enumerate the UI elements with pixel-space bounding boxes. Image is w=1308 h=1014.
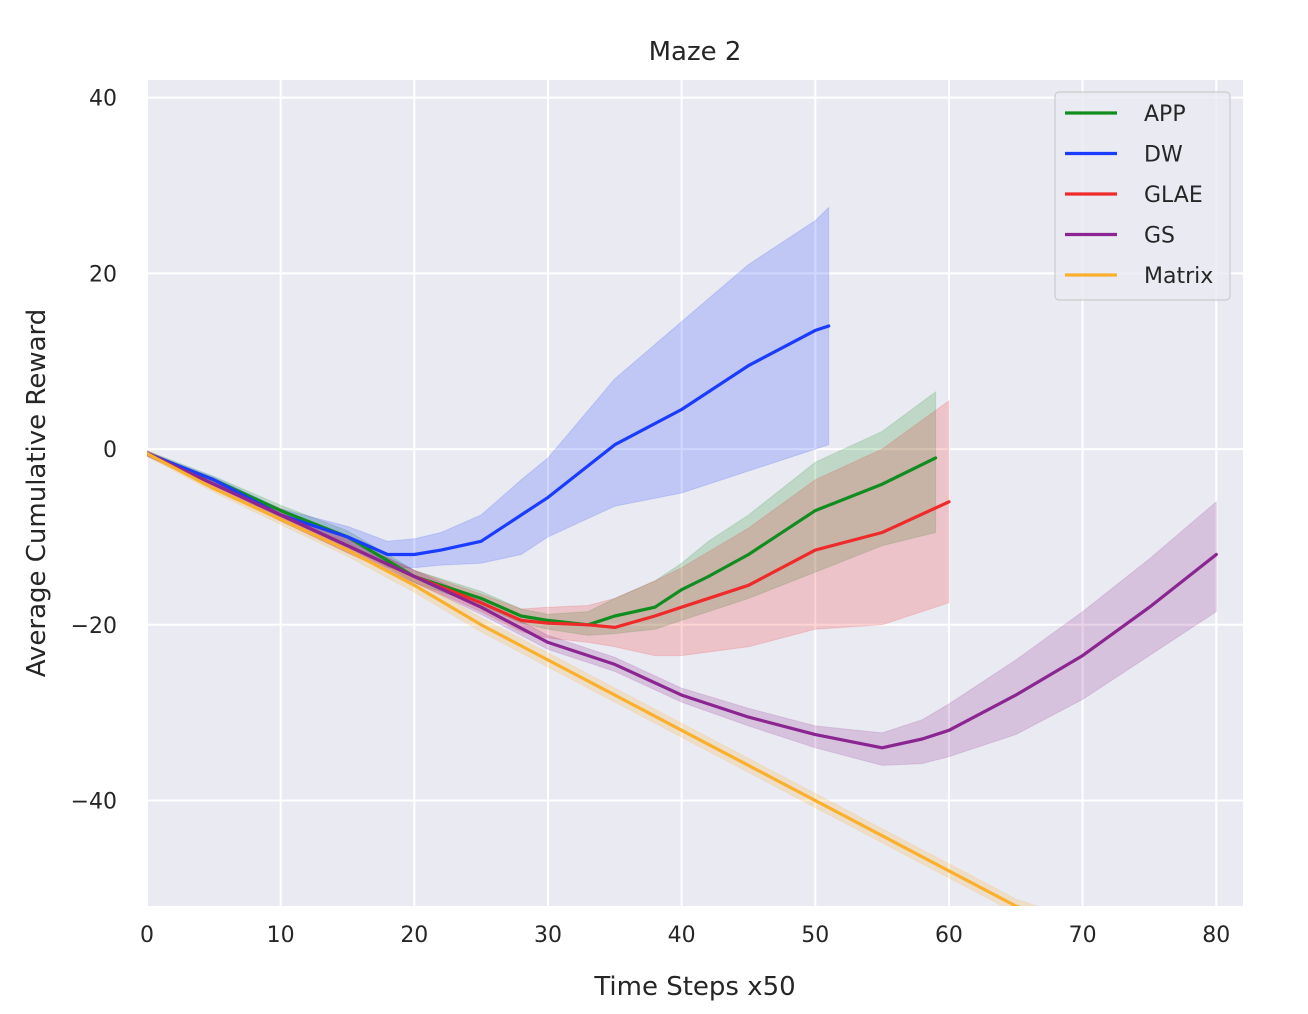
series-line-dw: [147, 324, 831, 557]
legend-label-dw: DW: [1144, 143, 1183, 168]
x-tick-label: 40: [668, 923, 696, 948]
y-tick-labels: −40 −20 0 20 40: [71, 87, 117, 815]
x-tick-label: 30: [534, 923, 562, 948]
x-axis-label: Time Steps x50: [593, 972, 795, 1002]
band-dw: [147, 206, 830, 569]
x-tick-label: 70: [1069, 923, 1097, 948]
y-tick-label: 20: [89, 262, 117, 287]
band-glae: [147, 399, 950, 657]
chart-title: Maze 2: [649, 37, 742, 67]
band-gs: [147, 450, 1217, 766]
band-matrix: [147, 450, 1039, 906]
series-lines: [147, 324, 1218, 906]
legend-label-gs: GS: [1144, 224, 1175, 249]
x-tick-label: 10: [267, 923, 295, 948]
x-tick-label: 60: [935, 923, 963, 948]
legend: APP DW GLAE GS Matrix: [1054, 91, 1231, 301]
y-tick-label: −20: [71, 614, 117, 639]
legend-label-matrix: Matrix: [1144, 264, 1213, 289]
series-line-matrix: [147, 451, 1021, 906]
x-tick-label: 80: [1202, 923, 1230, 948]
legend-label-glae: GLAE: [1144, 183, 1203, 208]
y-axis-label: Average Cumulative Reward: [22, 309, 52, 678]
legend-label-app: APP: [1144, 102, 1186, 127]
series-line-gs: [147, 451, 1218, 750]
x-tick-label: 0: [140, 923, 154, 948]
grid: [146, 80, 1243, 906]
x-tick-labels: 0 10 20 30 40 50 60 70 80: [140, 923, 1230, 948]
y-tick-label: −40: [71, 790, 117, 815]
legend-box: [1054, 91, 1231, 301]
y-tick-label: 40: [89, 87, 117, 112]
x-tick-label: 20: [400, 923, 428, 948]
x-tick-label: 50: [801, 923, 829, 948]
y-tick-label: 0: [103, 438, 117, 463]
confidence-bands: [147, 206, 1217, 906]
